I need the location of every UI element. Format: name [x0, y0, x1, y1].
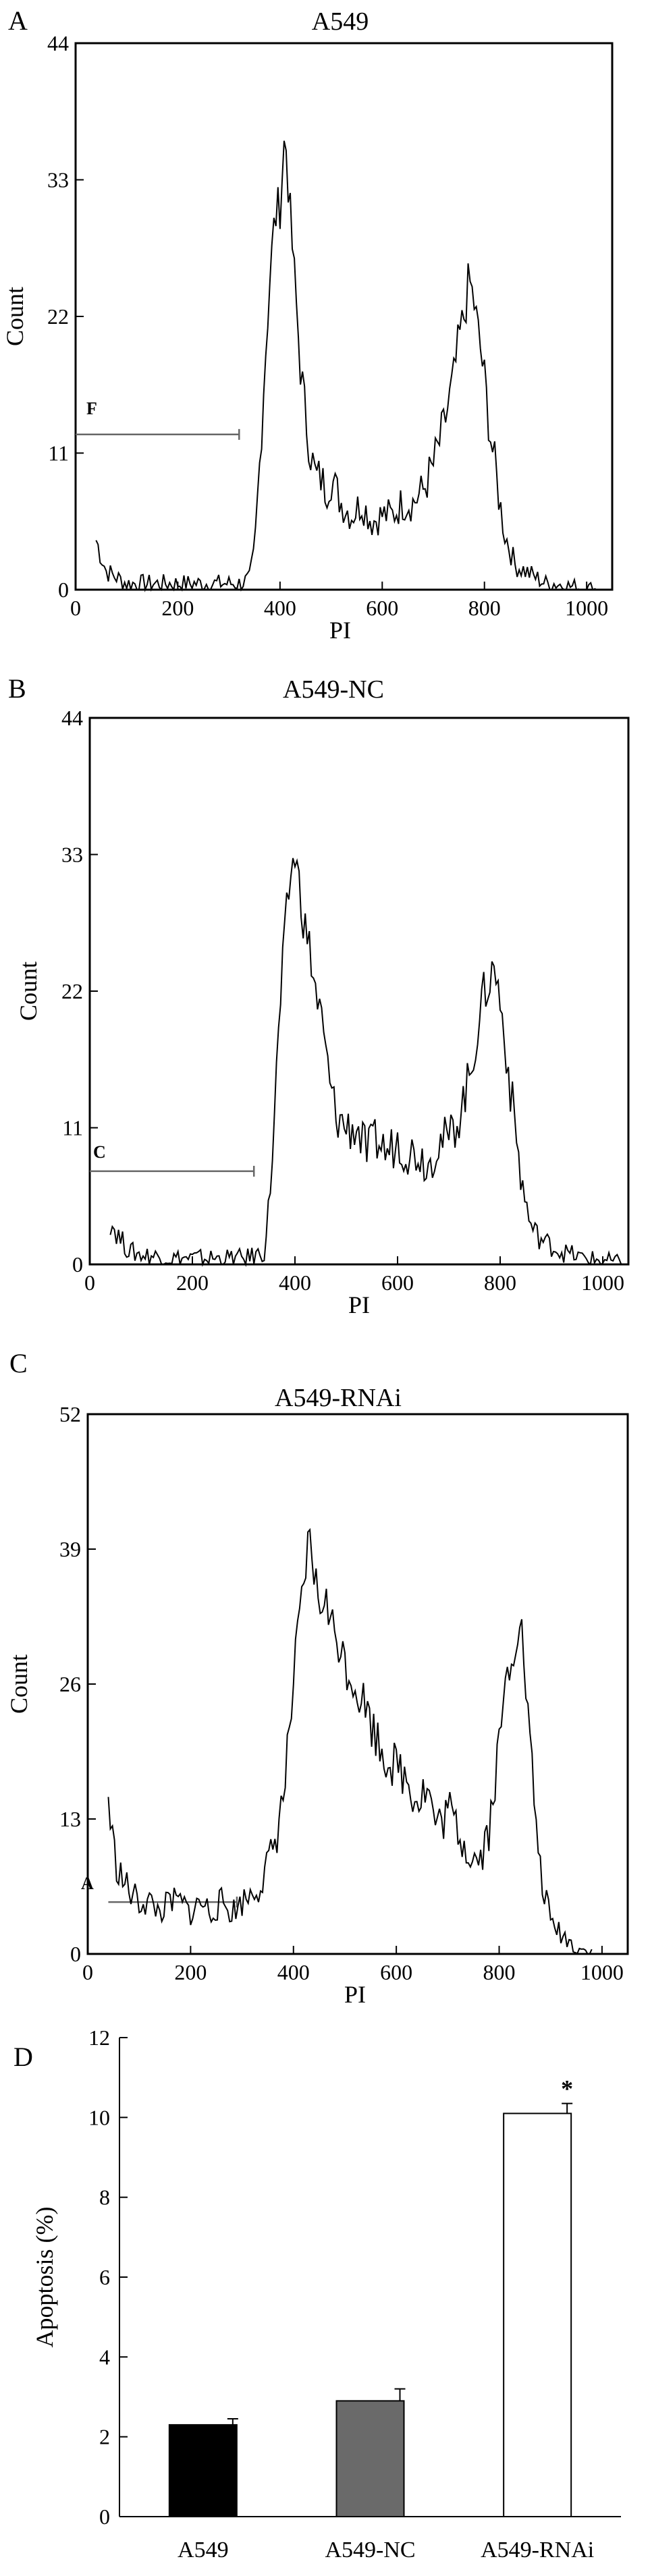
x-tick-label: A549 [178, 2538, 229, 2563]
histogram-line [95, 140, 597, 592]
gate-label: F [86, 399, 97, 418]
y-axis-label: Count [15, 961, 42, 1021]
y-tick-label: 22 [61, 979, 83, 1003]
panel-title: A549-RNAi [275, 1384, 402, 1412]
x-tick-label: 1000 [581, 1270, 624, 1295]
panel-title: A549 [312, 7, 369, 36]
panel-title: A549-NC [283, 675, 384, 704]
significance-marker: * [561, 2075, 573, 2102]
x-axis-label: PI [348, 1291, 370, 1318]
gate-label: C [93, 1142, 106, 1162]
panel-letter: D [13, 2042, 33, 2072]
y-tick-label: 0 [58, 578, 69, 602]
x-tick-label: 0 [82, 1960, 93, 1984]
y-tick-label: 0 [72, 1252, 83, 1277]
y-tick-label: 2 [99, 2425, 110, 2449]
x-tick-label: 200 [176, 1270, 209, 1295]
gate-marker [76, 428, 240, 440]
x-tick-label: 400 [264, 596, 296, 620]
y-tick-label: 52 [59, 1402, 81, 1426]
plot-frame [88, 717, 630, 1266]
y-tick-label: 6 [99, 2265, 110, 2289]
histogram-line [107, 1528, 593, 1955]
x-tick-label: A549-RNAi [481, 2538, 594, 2563]
gate-label: A [81, 1874, 94, 1893]
y-tick-label: 11 [48, 441, 69, 466]
x-tick-label: 400 [277, 1960, 310, 1984]
bars: * [168, 2075, 573, 2518]
x-tick-label: 200 [174, 1960, 207, 1984]
y-tick-label: 12 [88, 2025, 110, 2050]
y-tick-label: 26 [59, 1672, 81, 1696]
plot-frame [74, 42, 614, 591]
x-tick-label: 200 [161, 596, 194, 620]
flow-histogram-panel-b: B A549-NC 0 200 400 600 800 1000 0 11 22 33 44 C P… [8, 673, 630, 1318]
y-tick-label: 33 [47, 168, 69, 192]
bar [168, 2424, 238, 2518]
y-tick-label: 13 [59, 1807, 81, 1831]
y-tick-label: 11 [62, 1116, 83, 1140]
y-axis-label: Count [5, 1654, 32, 1714]
y-tick-label: 10 [88, 2105, 110, 2129]
y-axis-ticks: 0 2 4 6 8 10 12 [88, 2025, 128, 2529]
y-tick-label: 8 [99, 2185, 110, 2210]
x-tick-label: 400 [279, 1270, 311, 1295]
y-tick-label: 0 [70, 1942, 81, 1966]
x-axis-label: PI [329, 617, 351, 644]
x-tick-label: 0 [84, 1270, 95, 1295]
y-tick-label: 0 [99, 2504, 110, 2529]
x-tick-label: A549-NC [325, 2538, 415, 2563]
apoptosis-bar-chart: D 0 2 4 6 8 10 12 * A549 A549-NC A549-RNAi Apopt… [13, 2025, 621, 2563]
x-axis-label: PI [344, 1981, 366, 2008]
panel-letter: C [9, 1348, 28, 1378]
x-tick-label: 1000 [565, 596, 608, 620]
y-tick-label: 22 [47, 304, 69, 329]
bar [335, 2400, 405, 2518]
panel-letter: B [8, 673, 26, 704]
histogram-line [109, 858, 624, 1267]
y-axis-label: Count [1, 287, 28, 346]
panel-letter: A [8, 5, 28, 36]
axis-ticks: 0 200 400 600 800 1000 0 11 22 33 44 [47, 31, 608, 620]
y-tick-label: 39 [59, 1537, 81, 1561]
y-tick-label: 4 [99, 2345, 110, 2369]
axis-ticks: 0 200 400 600 800 1000 0 13 26 39 52 [59, 1402, 624, 1984]
x-tick-label: 600 [381, 1270, 414, 1295]
plot-frame [86, 1413, 629, 1955]
x-tick-label: 0 [70, 596, 81, 620]
x-axis-tick-labels: A549 A549-NC A549-RNAi [178, 2538, 594, 2563]
bar [503, 2112, 572, 2518]
x-tick-label: 1000 [580, 1960, 624, 1984]
y-axis-label: Apoptosis (%) [31, 2207, 58, 2348]
x-tick-label: 800 [468, 596, 501, 620]
y-tick-label: 44 [61, 706, 83, 730]
x-tick-label: 800 [483, 1960, 516, 1984]
y-tick-label: 33 [61, 843, 83, 867]
axis-ticks: 0 200 400 600 800 1000 0 11 22 33 44 [61, 706, 624, 1295]
flow-histogram-panel-a: A A549 0 200 400 600 800 1000 0 11 22 33 44 F PI C… [1, 5, 614, 644]
gate-marker [90, 1165, 255, 1177]
x-tick-label: 800 [484, 1270, 516, 1295]
x-tick-label: 600 [366, 596, 398, 620]
y-tick-label: 44 [47, 31, 69, 55]
flow-histogram-panel-c: C A549-RNAi 0 200 400 600 800 1000 0 13 26 39 52 A… [5, 1348, 629, 2008]
x-tick-label: 600 [380, 1960, 412, 1984]
